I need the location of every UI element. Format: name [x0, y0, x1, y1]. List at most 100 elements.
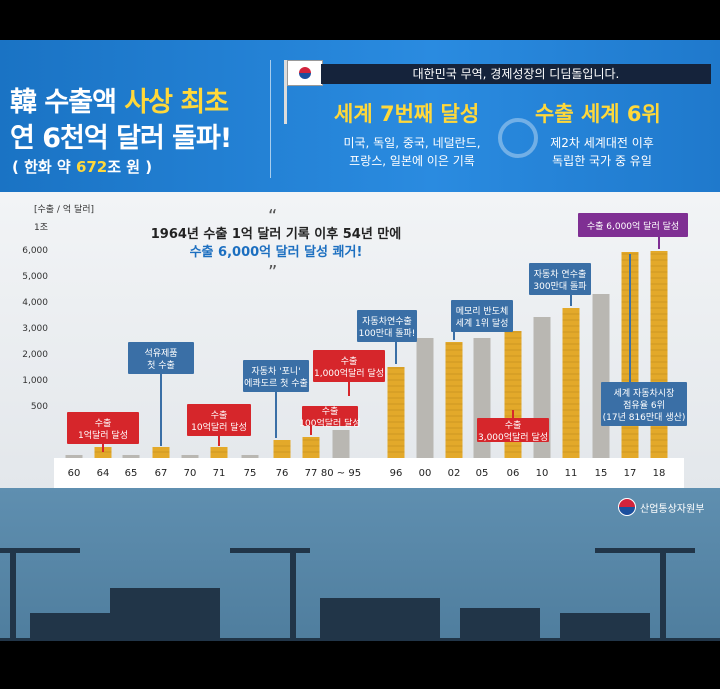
x-tick-label: 10: [536, 468, 549, 479]
callout-text: (17년 816만대 생산): [603, 412, 686, 423]
bar: [241, 455, 259, 458]
callout-box: [477, 418, 549, 442]
callout-text: 첫 수출: [147, 360, 175, 371]
crane-right: [660, 548, 666, 648]
quote-line2: 수출 6,000억 달러 달성 쾌거!: [190, 244, 363, 260]
achievement1-line1: 미국, 독일, 중국, 네덜란드,: [343, 136, 481, 150]
x-axis-strip: [54, 458, 684, 488]
x-tick-label: 05: [476, 468, 489, 479]
callout-text: 3,000억달러 달성: [478, 431, 548, 443]
page-subtitle: ( 한화 약 672조 원 ): [12, 156, 152, 177]
ship-right: [560, 613, 650, 638]
flagpole: [284, 60, 287, 124]
quote-close-icon: ”: [268, 262, 277, 283]
x-tick-label: 71: [213, 468, 226, 479]
callout-text: 세계 자동차시장: [614, 387, 675, 399]
x-tick-label: 64: [97, 468, 110, 479]
x-tick-label: 70: [184, 468, 197, 479]
bar: [445, 342, 463, 458]
korea-flag-icon: [287, 60, 323, 86]
callout-box: [601, 382, 687, 426]
achievement1-line2: 프랑스, 일본에 이은 기록: [349, 154, 475, 168]
x-tick-label: 11: [565, 468, 578, 479]
page-title-line1: 韓 수출액 사상 최초: [10, 80, 229, 119]
x-tick-label: 65: [125, 468, 138, 479]
ribbon-banner: 대한민국 무역, 경제성장의 디딤돌입니다.: [321, 64, 711, 84]
bar: [273, 440, 291, 458]
x-tick-label: 67: [155, 468, 168, 479]
x-tick-label: 00: [419, 468, 432, 479]
unit-label: [수출 / 억 달러]: [34, 203, 94, 215]
x-tick-label: 96: [390, 468, 403, 479]
bar: [387, 367, 405, 458]
callout-box: [578, 213, 688, 237]
quote-line1: 1964년 수출 1억 달러 기록 이후 54년 만에: [151, 226, 401, 242]
callout-text: 수출: [95, 418, 112, 429]
callout-box: [67, 412, 139, 444]
bar: [210, 447, 228, 458]
crane-mid: [290, 548, 296, 648]
callout-box: [451, 300, 513, 332]
title-prefix: 韓 수출액: [10, 87, 125, 118]
achievement2-title: 수출 세계 6위: [535, 102, 661, 126]
callout-text: 에콰도르 첫 수출: [244, 378, 308, 389]
page-title-line2: 연 6천억 달러 돌파!: [10, 123, 232, 154]
callout-text: 메모리 반도체: [456, 306, 509, 317]
callout-text: 세계 1위 달성: [456, 317, 509, 329]
crane-mid-arm: [230, 548, 310, 553]
y-tick-label: 2,000: [22, 350, 48, 360]
subtitle-prefix: ( 한화 약: [12, 158, 76, 176]
callout-text: 100만대 돌파!: [359, 328, 416, 339]
port-illustration: [0, 488, 720, 689]
crane-right-arm: [595, 548, 695, 553]
callout-box: [529, 263, 591, 295]
x-tick-label: 75: [244, 468, 257, 479]
x-tick-label: 80 ~ 95: [321, 468, 361, 479]
bar: [562, 308, 580, 458]
callout-box: [128, 342, 194, 374]
callout-text: 석유제품: [144, 348, 177, 359]
bar: [122, 455, 140, 458]
crane-left-arm: [0, 548, 80, 553]
achievement1-title: 세계 7번째 달성: [334, 102, 480, 126]
callout-text: 1억달러 달성: [78, 429, 128, 441]
x-tick-label: 02: [448, 468, 461, 479]
bar: [650, 251, 668, 458]
bar: [94, 447, 112, 458]
divider: [270, 60, 271, 178]
y-tick-label: 1,000: [22, 376, 48, 386]
callout-text: 10억달러 달성: [191, 421, 247, 433]
callout-text: 자동차 연수출: [534, 268, 587, 280]
ship-left: [30, 613, 110, 638]
source-label: 산업통상자원부: [640, 503, 705, 515]
x-tick-label: 17: [624, 468, 637, 479]
callout-text: 수출 6,000억 달러 달성: [587, 220, 679, 232]
title-highlight: 사상 최초: [124, 87, 229, 118]
y-tick-label: 5,000: [22, 272, 48, 282]
top-black-bar: [0, 0, 720, 40]
y-tick-label: 1조: [34, 223, 48, 233]
bar: [592, 294, 610, 458]
x-tick-label: 15: [595, 468, 608, 479]
callout-box: [357, 310, 417, 342]
subtitle-highlight: 672: [75, 158, 108, 176]
quote-open-icon: “: [268, 206, 277, 227]
callout-text: 점유율 6위: [623, 399, 665, 411]
y-axis: 500 1,000 2,000 3,000 4,000 5,000 6,000 1조: [22, 223, 48, 412]
callout-box: [243, 360, 309, 392]
achievement2-line2: 독립한 국가 중 유일: [552, 154, 652, 168]
callout-text: 수출: [341, 356, 358, 367]
callout-text: 100억달러 달성: [299, 417, 360, 429]
bar: [332, 430, 350, 458]
source-credit: 산업통상자원부: [618, 498, 704, 516]
callout-box: [187, 404, 251, 436]
bottom-black-bar: [0, 641, 720, 689]
bar: [152, 447, 170, 458]
x-tick-label: 18: [653, 468, 666, 479]
x-tick-label: 06: [507, 468, 520, 479]
y-tick-label: 6,000: [22, 246, 48, 256]
callout-text: 수출: [322, 406, 339, 417]
